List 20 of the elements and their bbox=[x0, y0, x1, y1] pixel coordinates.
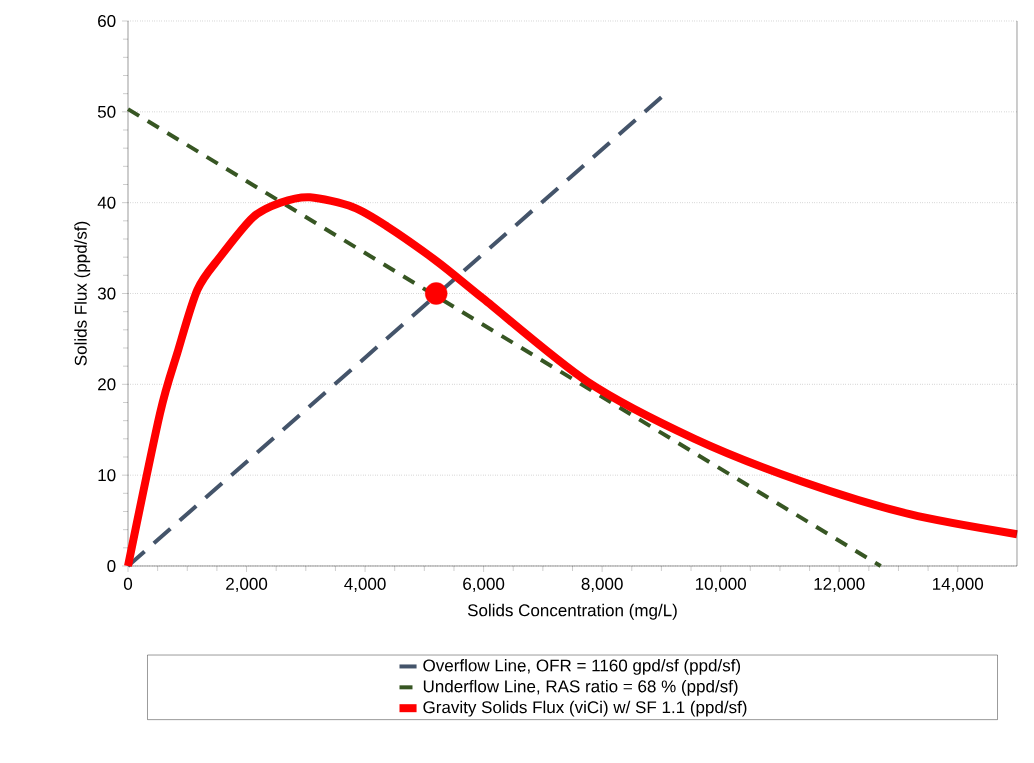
x-tick-label: 10,000 bbox=[695, 577, 746, 592]
x-tick-label: 0 bbox=[123, 577, 133, 590]
x-tick-label: 14,000 bbox=[933, 577, 984, 592]
x-axis-title: Solids Concentration (mg/L) bbox=[467, 603, 677, 620]
y-tick-label: 0 bbox=[107, 559, 116, 573]
x-tick-label: 2,000 bbox=[226, 577, 268, 592]
x-tick-label: 4,000 bbox=[344, 577, 386, 592]
legend-label: Overflow Line, OFR = 1160 gpd/sf (ppd/sf) bbox=[423, 659, 741, 675]
legend-label: Underflow Line, RAS ratio = 68 % (ppd/sf) bbox=[423, 679, 738, 696]
y-tick-label: 20 bbox=[98, 378, 116, 391]
x-tick-label: 12,000 bbox=[814, 577, 865, 592]
y-tick-label: 30 bbox=[97, 287, 116, 300]
y-tick-label: 60 bbox=[98, 14, 116, 28]
y-axis-title: Solids Flux (ppd/sf) bbox=[74, 221, 91, 366]
y-tick-label: 10 bbox=[98, 469, 116, 482]
y-tick-label: 40 bbox=[97, 196, 116, 209]
legend-label: Gravity Solids Flux (viCi) w/ SF 1.1 (ppd/sf) bbox=[423, 700, 747, 717]
x-tick-label: 6,000 bbox=[463, 577, 505, 592]
y-tick-label: 50 bbox=[97, 105, 116, 118]
x-tick-label: 8,000 bbox=[581, 577, 623, 592]
